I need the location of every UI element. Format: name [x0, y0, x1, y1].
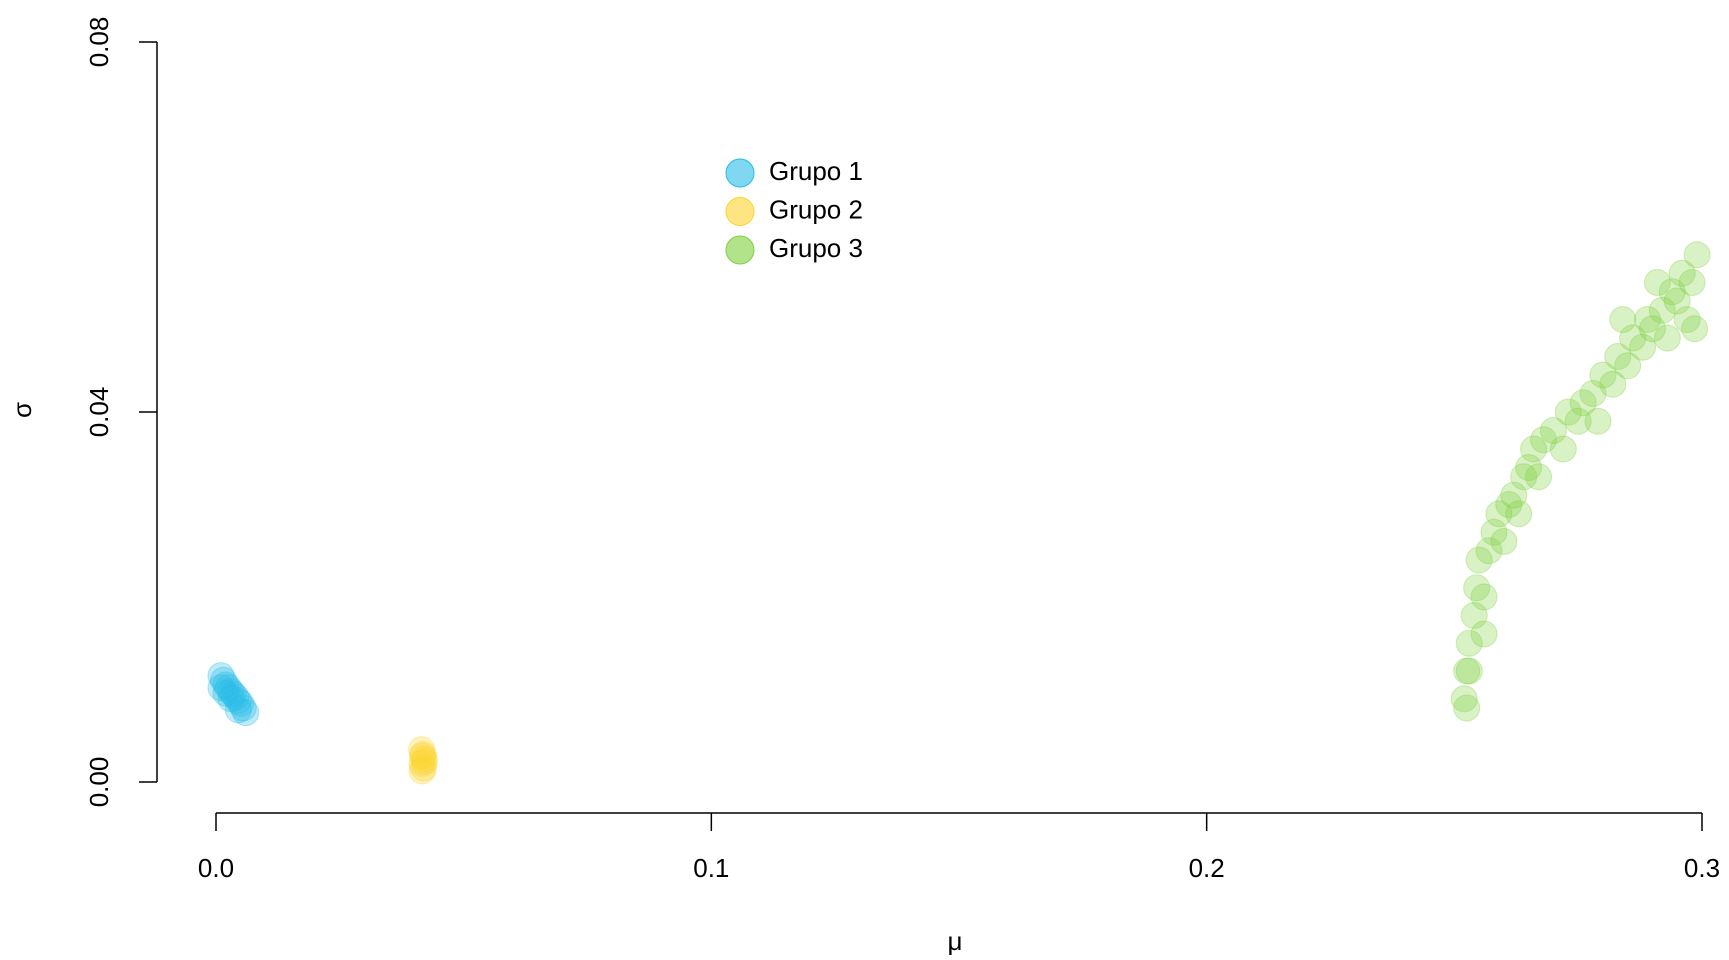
point	[1554, 398, 1582, 426]
point	[1500, 481, 1528, 509]
point	[1453, 694, 1481, 722]
point	[1599, 370, 1627, 398]
x-tick-label: 0.1	[693, 853, 729, 883]
point	[1584, 407, 1612, 435]
legend-label: Grupo 3	[769, 233, 863, 263]
point	[1678, 269, 1706, 296]
y-tick-label: 0.04	[84, 387, 114, 438]
point	[1529, 426, 1557, 454]
point	[409, 742, 437, 770]
x-axis-label: μ	[948, 926, 963, 956]
point	[222, 683, 250, 711]
point	[1658, 278, 1686, 306]
point	[229, 694, 257, 722]
point	[207, 662, 235, 690]
point	[1589, 361, 1617, 389]
point	[1510, 463, 1538, 491]
point	[1668, 259, 1696, 287]
point	[1648, 296, 1676, 324]
point	[1634, 306, 1662, 333]
x-tick-label: 0.0	[198, 853, 234, 883]
point	[1470, 583, 1498, 611]
point	[1549, 435, 1577, 463]
point	[1653, 324, 1681, 352]
point	[217, 685, 245, 713]
point	[1619, 324, 1647, 352]
point	[1470, 620, 1498, 648]
legend-marker	[725, 197, 755, 226]
point	[227, 689, 255, 717]
point	[1638, 315, 1666, 343]
point	[409, 740, 437, 768]
point	[1450, 685, 1478, 713]
legend-label: Grupo 2	[769, 194, 863, 224]
point	[1520, 435, 1548, 463]
point	[1495, 491, 1523, 518]
point	[1485, 500, 1513, 528]
point	[217, 677, 245, 705]
point	[209, 666, 237, 694]
point	[1525, 463, 1553, 491]
point	[1604, 343, 1632, 370]
point	[408, 750, 436, 777]
point	[212, 679, 240, 707]
point	[219, 680, 247, 708]
point	[1455, 657, 1483, 685]
point	[232, 699, 260, 727]
point	[1475, 537, 1503, 565]
point	[408, 757, 436, 785]
point	[408, 736, 436, 764]
point	[1609, 306, 1637, 333]
point	[1673, 306, 1701, 333]
y-axis-label: σ	[7, 402, 37, 418]
point	[1643, 269, 1671, 296]
point	[212, 671, 240, 699]
point	[1490, 528, 1518, 555]
point	[1465, 546, 1493, 574]
y-tick-label: 0.00	[84, 757, 114, 808]
point	[1564, 407, 1592, 435]
point	[411, 748, 439, 776]
y-tick-label: 0.08	[84, 17, 114, 68]
point	[410, 745, 438, 773]
point	[207, 674, 235, 702]
point	[1463, 574, 1491, 602]
point	[1460, 602, 1488, 629]
point	[224, 687, 252, 715]
point	[1453, 657, 1481, 685]
x-tick-label: 0.3	[1684, 853, 1720, 883]
legend-marker	[725, 235, 755, 265]
x-tick-label: 0.2	[1189, 853, 1225, 883]
point	[1515, 454, 1543, 481]
point	[1480, 518, 1508, 546]
point	[1455, 629, 1483, 657]
point	[1629, 333, 1657, 361]
point	[1505, 500, 1533, 528]
point	[1579, 380, 1607, 407]
point	[410, 754, 438, 782]
point	[224, 696, 252, 724]
legend-label: Grupo 1	[769, 156, 863, 186]
point	[1614, 352, 1642, 380]
point	[1569, 389, 1597, 417]
point	[1663, 287, 1691, 315]
point	[1539, 417, 1567, 444]
point	[1683, 241, 1711, 269]
point	[1681, 315, 1709, 343]
legend-marker	[725, 158, 755, 188]
point	[214, 674, 242, 702]
